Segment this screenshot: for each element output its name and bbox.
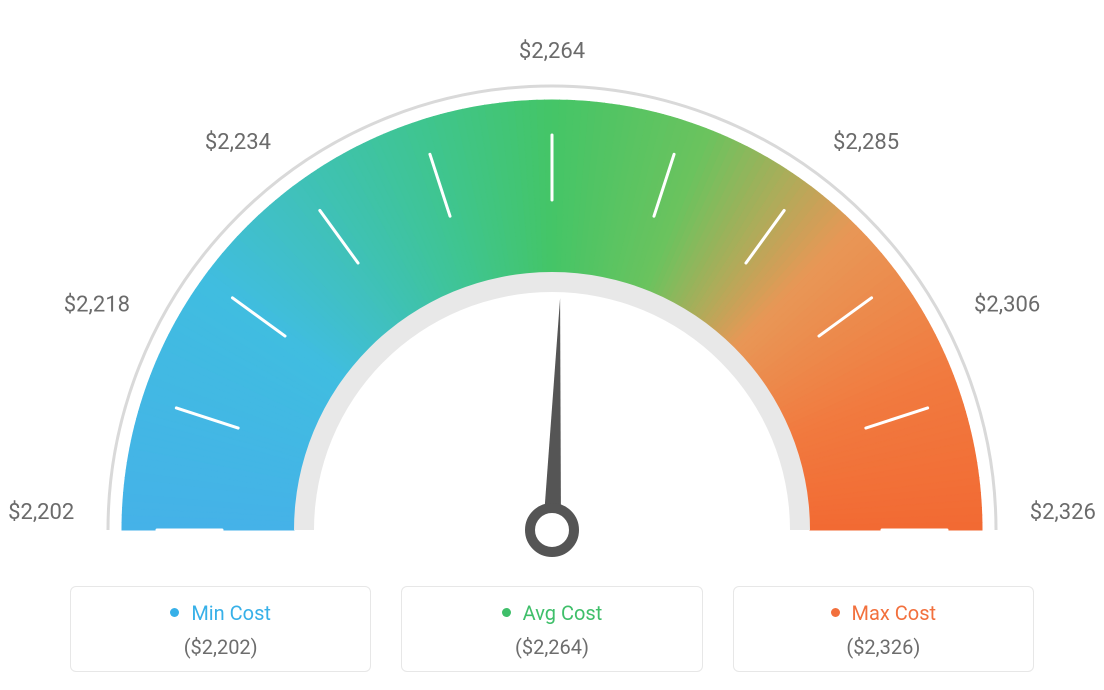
svg-text:$2,218: $2,218 — [64, 292, 130, 317]
legend-avg-title: Avg Cost — [412, 601, 691, 625]
dot-icon — [502, 608, 511, 617]
legend-min-label: Min Cost — [191, 601, 271, 625]
svg-text:$2,306: $2,306 — [974, 292, 1040, 317]
legend-avg-card: Avg Cost ($2,264) — [401, 586, 702, 672]
svg-text:$2,285: $2,285 — [833, 130, 899, 155]
legend-row: Min Cost ($2,202) Avg Cost ($2,264) Max … — [70, 586, 1034, 672]
legend-min-value: ($2,202) — [81, 635, 360, 659]
legend-avg-value: ($2,264) — [412, 635, 691, 659]
legend-max-title: Max Cost — [744, 601, 1023, 625]
legend-max-card: Max Cost ($2,326) — [733, 586, 1034, 672]
dot-icon — [831, 608, 840, 617]
legend-min-card: Min Cost ($2,202) — [70, 586, 371, 672]
svg-text:$2,234: $2,234 — [205, 130, 271, 155]
gauge-chart: $2,202 $2,218 $2,234 $2,264 $2,285 $2,306 $2,3… — [0, 10, 1104, 550]
legend-avg-label: Avg Cost — [523, 601, 603, 625]
svg-text:$2,326: $2,326 — [1030, 500, 1096, 525]
cost-gauge-widget: $2,202 $2,218 $2,234 $2,264 $2,285 $2,306 $2,3… — [0, 0, 1104, 690]
dot-icon — [170, 608, 179, 617]
gauge-svg: $2,202 $2,218 $2,234 $2,264 $2,285 $2,306 $2,3… — [0, 10, 1104, 565]
svg-text:$2,264: $2,264 — [519, 39, 585, 64]
svg-text:$2,202: $2,202 — [8, 500, 74, 525]
legend-min-title: Min Cost — [81, 601, 360, 625]
legend-max-label: Max Cost — [852, 601, 937, 625]
legend-max-value: ($2,326) — [744, 635, 1023, 659]
